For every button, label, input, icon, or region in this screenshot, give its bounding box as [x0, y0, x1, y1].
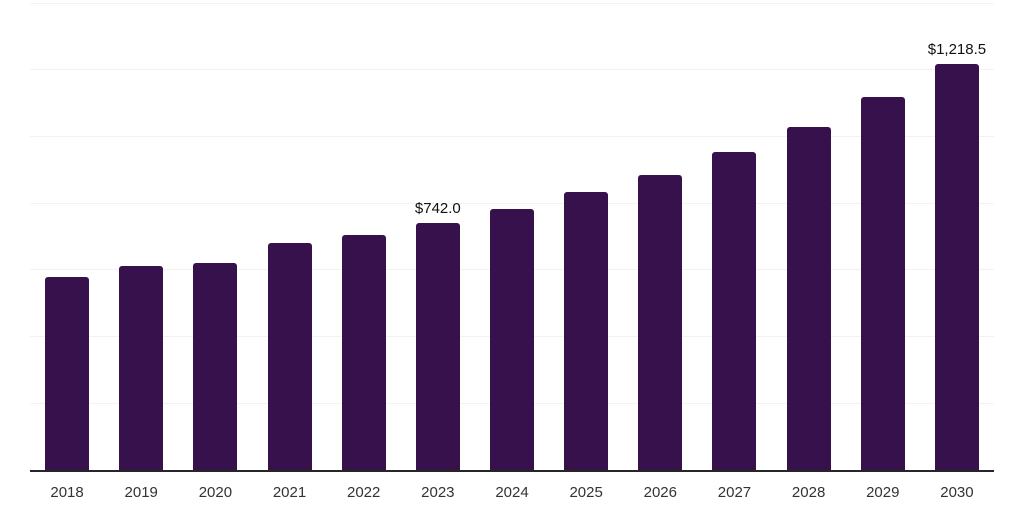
bar-2030	[934, 63, 979, 470]
bar-2018	[45, 276, 90, 470]
x-tick-label-2024: 2024	[495, 484, 529, 501]
bar-value-label-2030: $1,218.5	[927, 40, 987, 58]
gridline-1400	[30, 2, 994, 4]
x-tick-label-2023: 2023	[421, 484, 455, 501]
bar-2021	[267, 242, 312, 470]
gridline-1200	[30, 69, 994, 71]
x-tick-label-2022: 2022	[347, 484, 381, 501]
bar-2025	[564, 192, 609, 470]
x-tick-label-2026: 2026	[643, 484, 677, 501]
x-tick-label-2027: 2027	[717, 484, 752, 501]
bar-2024	[490, 209, 534, 470]
bar-2028	[786, 127, 831, 470]
bar-2027	[712, 152, 757, 470]
x-tick-label-2029: 2029	[866, 484, 900, 501]
bar-2020	[193, 262, 238, 470]
x-tick-label-2020: 2020	[198, 484, 233, 501]
x-tick-label-2019: 2019	[124, 484, 158, 501]
bar-2019	[119, 265, 164, 470]
gridline-800	[30, 202, 994, 204]
x-tick-label-2028: 2028	[791, 484, 826, 501]
plot-area: $742.0 $1,218.5	[30, 2, 994, 472]
bar-2022	[341, 234, 386, 470]
x-tick-label-2030: 2030	[940, 484, 974, 501]
bar-value-label-2023: $742.0	[414, 199, 461, 217]
bar-2026	[638, 174, 683, 470]
x-tick-label-2025: 2025	[569, 484, 603, 501]
gridline-1000	[30, 135, 994, 137]
bar-2023	[415, 222, 460, 470]
x-tick-label-2018: 2018	[50, 484, 84, 501]
bar-2029	[860, 97, 905, 470]
x-tick-label-2021: 2021	[272, 484, 307, 501]
